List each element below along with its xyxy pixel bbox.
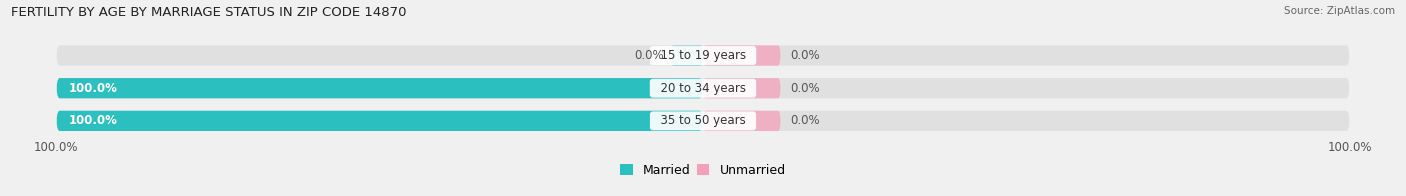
Text: 100.0%: 100.0% [69,114,118,127]
Text: 15 to 19 years: 15 to 19 years [652,49,754,62]
FancyBboxPatch shape [56,111,703,131]
FancyBboxPatch shape [56,78,1350,98]
Text: 35 to 50 years: 35 to 50 years [652,114,754,127]
Text: 20 to 34 years: 20 to 34 years [652,82,754,95]
FancyBboxPatch shape [56,78,703,98]
Text: 0.0%: 0.0% [790,82,820,95]
Text: Source: ZipAtlas.com: Source: ZipAtlas.com [1284,6,1395,16]
FancyBboxPatch shape [703,111,780,131]
Text: 0.0%: 0.0% [634,49,664,62]
FancyBboxPatch shape [56,111,1350,131]
Text: 100.0%: 100.0% [69,82,118,95]
FancyBboxPatch shape [56,45,1350,66]
Text: FERTILITY BY AGE BY MARRIAGE STATUS IN ZIP CODE 14870: FERTILITY BY AGE BY MARRIAGE STATUS IN Z… [11,6,406,19]
Text: 0.0%: 0.0% [790,114,820,127]
FancyBboxPatch shape [703,45,780,66]
FancyBboxPatch shape [671,45,703,66]
Text: 0.0%: 0.0% [790,49,820,62]
Legend: Married, Unmarried: Married, Unmarried [616,159,790,182]
FancyBboxPatch shape [703,78,780,98]
